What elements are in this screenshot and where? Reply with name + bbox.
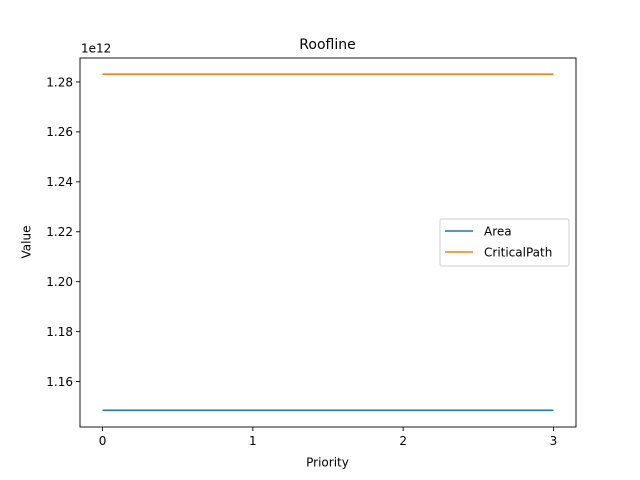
y-tick-label: 1.22 <box>46 225 73 239</box>
chart-title: Roofline <box>299 37 355 53</box>
x-tick-label: 2 <box>399 434 407 448</box>
x-axis-label: Priority <box>306 456 349 470</box>
y-tick-label: 1.20 <box>46 275 73 289</box>
legend-label-criticalpath: CriticalPath <box>484 245 552 259</box>
y-tick-label: 1.18 <box>46 325 73 339</box>
y-tick-label: 1.26 <box>46 125 73 139</box>
y-tick-label: 1.28 <box>46 75 73 89</box>
axes-frame <box>79 57 577 428</box>
x-tick-label: 3 <box>550 434 558 448</box>
y-ticks: 1.16 1.18 1.20 1.22 1.24 1.26 1.28 <box>46 75 80 389</box>
y-tick-label: 1.16 <box>46 375 73 389</box>
y-axis-label: Value <box>20 226 34 259</box>
x-tick-label: 0 <box>99 434 107 448</box>
x-tick-label: 1 <box>249 434 257 448</box>
x-ticks: 0 1 2 3 <box>99 427 558 448</box>
plot-area-border <box>79 57 577 428</box>
legend: Area CriticalPath <box>439 218 570 267</box>
y-offset-label: 1e12 <box>81 42 111 56</box>
y-tick-label: 1.24 <box>46 175 73 189</box>
series-lines <box>102 73 554 412</box>
legend-label-area: Area <box>484 224 512 238</box>
